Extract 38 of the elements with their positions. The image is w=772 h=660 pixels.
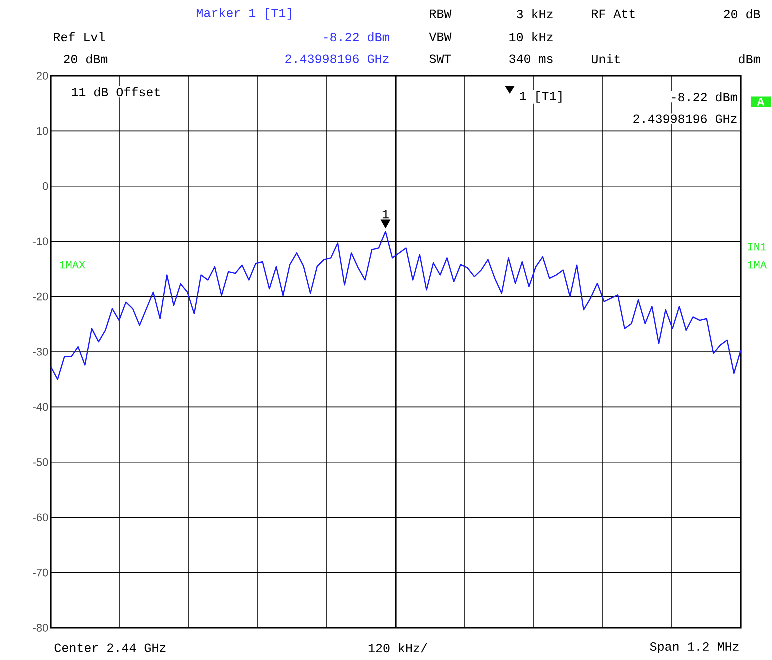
annotation: 1MAX <box>60 261 86 269</box>
text: Center 2.44 GHz <box>54 644 166 652</box>
text: 340 ms <box>510 54 553 64</box>
text: A <box>757 98 765 106</box>
text: SWT <box>430 54 452 64</box>
text: VBW <box>429 32 452 42</box>
y-tick-label: 10 <box>37 127 48 136</box>
text: Marker 1 [T1] <box>196 8 292 20</box>
y-tick-label: -30 <box>33 348 48 356</box>
text: 1MA <box>748 261 767 269</box>
text: 10 kHz <box>510 32 553 42</box>
annotation: 11 dB Offset <box>72 87 160 97</box>
text: dBm <box>739 54 760 64</box>
text: -8.22 dBm <box>324 32 390 42</box>
text: Span 1.2 MHz <box>650 642 739 654</box>
text: 20 dB <box>724 9 760 19</box>
y-tick-label: -40 <box>33 403 48 412</box>
annotation: 2.43998196 GHz <box>634 114 737 124</box>
y-tick-label: 20 <box>36 72 48 80</box>
y-tick-label: -70 <box>33 568 48 577</box>
text: IN1 <box>748 243 766 251</box>
text: 120 kHz/ <box>368 643 428 653</box>
y-tick-label: -50 <box>33 458 48 466</box>
text: Ref Lvl <box>54 32 106 42</box>
text: RBW <box>430 10 452 18</box>
text: 3 kHz <box>517 9 553 19</box>
text: RF Att <box>592 10 635 18</box>
y-tick-label: -20 <box>33 292 48 301</box>
annotation: -8.22 dBm <box>672 92 738 102</box>
text: 2.43998196 GHz <box>286 54 389 64</box>
y-tick-label: 0 <box>42 182 48 190</box>
annotation: 1 [T1] <box>520 91 562 103</box>
y-tick-label: -60 <box>33 514 48 522</box>
text: 20 dBm <box>64 54 108 64</box>
text: Unit <box>592 54 620 64</box>
y-tick-label: -80 <box>33 624 48 632</box>
annotation: 1 <box>382 210 389 219</box>
y-tick-label: -10 <box>33 238 48 246</box>
